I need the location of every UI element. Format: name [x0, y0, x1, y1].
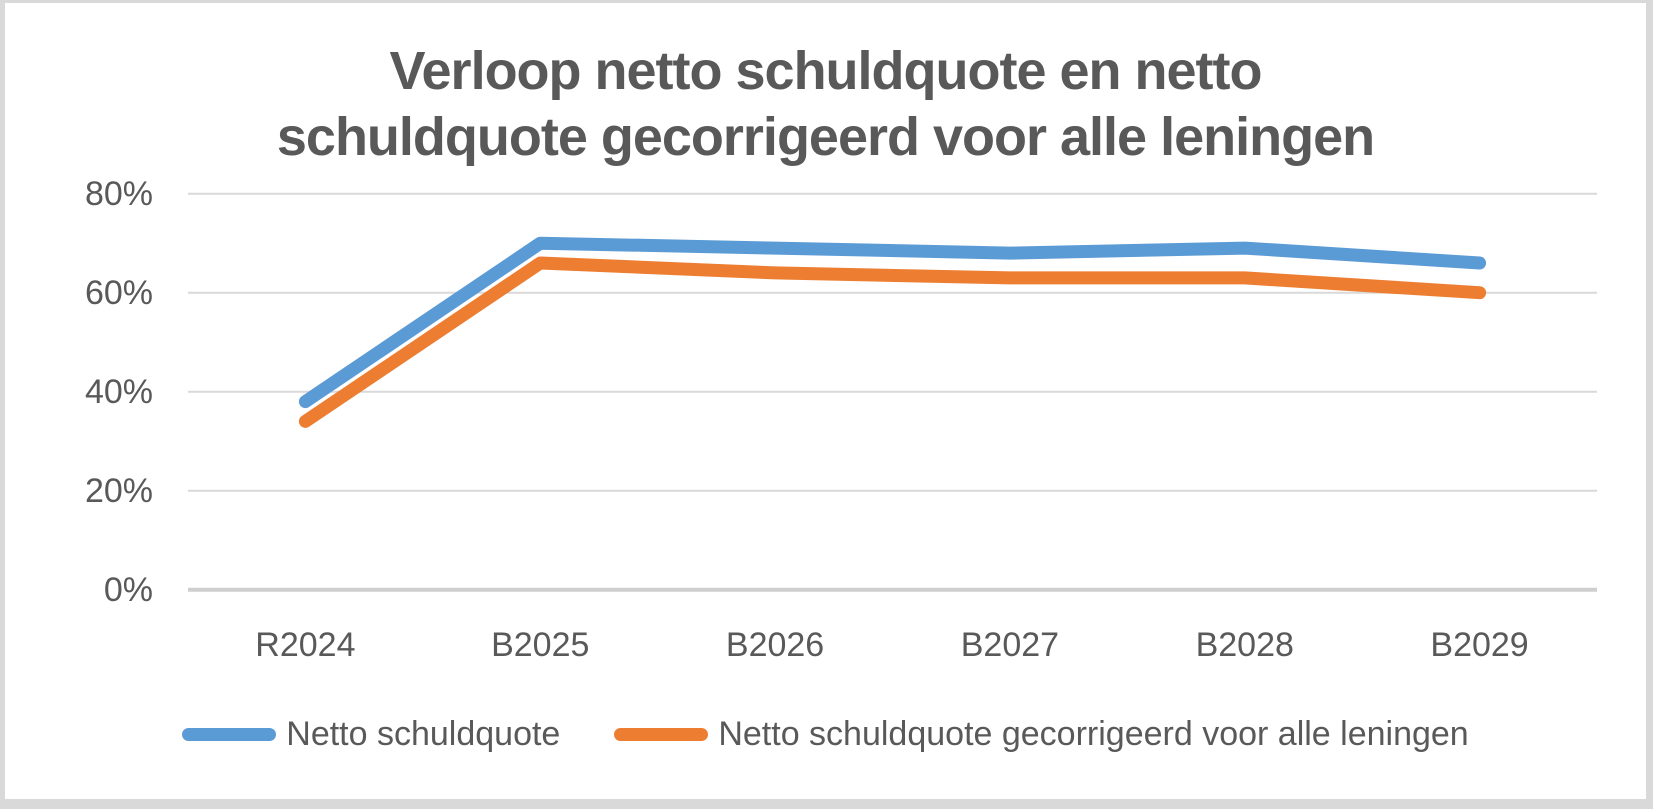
chart-title-line2: schuldquote gecorrigeerd voor alle lenin… [276, 106, 1375, 167]
legend-label: Netto schuldquote [286, 715, 561, 753]
chart-title: Verloop netto schuldquote en netto schul… [5, 39, 1646, 171]
legend-line-marker-orange [614, 728, 709, 741]
series-line-netto-schuldquote [298, 236, 1487, 409]
y-tick-label: 60% [84, 273, 153, 312]
x-tick-label-b2026: B2026 [725, 626, 825, 664]
x-tick-label-b2029: B2029 [1430, 626, 1529, 664]
legend-item-netto-schuldquote-gecorrigeerd: Netto schuldquote gecorrigeerd voor alle… [614, 715, 1469, 754]
chart-title-line1: Verloop netto schuldquote en netto [389, 41, 1262, 101]
chart-legend: Netto schuldquote Netto schuldquote geco… [5, 715, 1646, 754]
y-tick-label: 80% [84, 174, 153, 213]
series-lines [298, 236, 1487, 428]
legend-line-marker-blue [182, 728, 277, 741]
legend-item-netto-schuldquote: Netto schuldquote [182, 715, 560, 754]
y-tick-label: 40% [84, 372, 153, 411]
x-tick-label-r2024: R2024 [255, 626, 356, 664]
y-tick-label: 20% [84, 471, 153, 510]
x-tick-label-b2028: B2028 [1195, 626, 1294, 664]
x-tick-label-b2027: B2027 [960, 626, 1060, 664]
legend-label: Netto schuldquote gecorrigeerd voor alle… [718, 715, 1469, 753]
y-tick-label: 0% [103, 570, 153, 609]
series-line-netto-schuldquote-gecorrigeerd [298, 256, 1487, 428]
gridlines [188, 192, 1597, 592]
x-tick-label-b2025: B2025 [491, 626, 590, 664]
plot-area [188, 192, 1597, 592]
